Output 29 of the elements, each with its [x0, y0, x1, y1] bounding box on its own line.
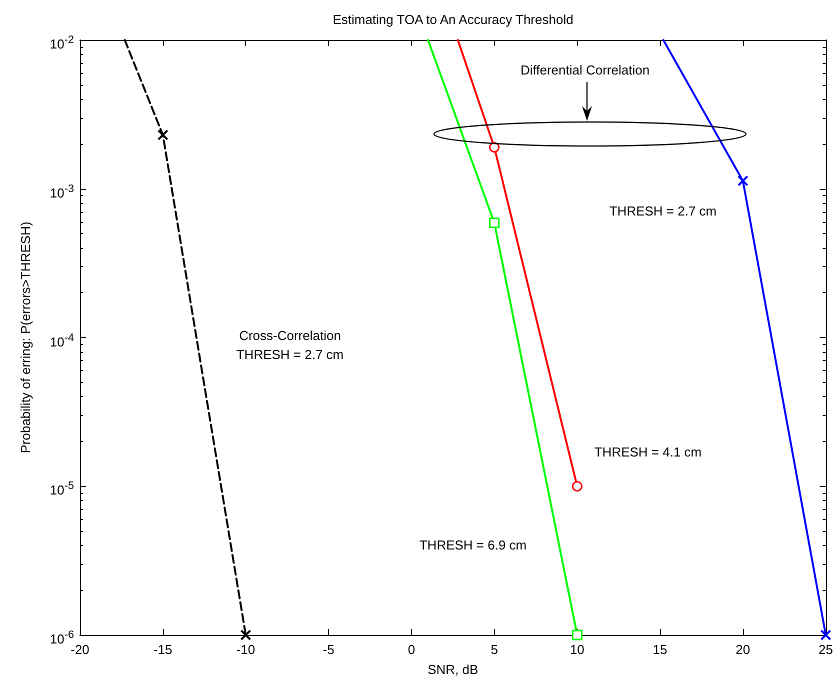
y-tick-label: 10$^{-3}$ — [50, 182, 74, 202]
point — [737, 175, 748, 186]
x-axis-title: SNR, dB — [428, 662, 478, 677]
y-tick-label: 10$^{-5}$ — [50, 479, 74, 500]
text: THRESH = 6.9 cm — [419, 538, 527, 552]
x-tick-label: -5 — [322, 642, 334, 657]
point — [157, 129, 168, 140]
point — [572, 630, 582, 640]
x-tick-label: 25 — [818, 642, 834, 657]
x-tick-label: 15 — [652, 642, 668, 657]
text: THRESH = 2.7 cm — [609, 204, 717, 218]
x-tick-label: 10 — [570, 642, 584, 657]
y-tick-label: 10$^{-4}$ — [50, 330, 74, 351]
x-tick-label: -15 — [153, 642, 172, 657]
y-tick-label: 10$^{-2}$ — [50, 33, 74, 54]
annotation: Differential Correlation — [520, 62, 650, 78]
point — [489, 218, 500, 228]
y-axis-title: Probability of erring: P(errors>THRESH) — [18, 222, 33, 454]
point — [820, 630, 832, 640]
x-tick-label: -10 — [236, 642, 256, 657]
text: Cross-Correlation THRESH = 2.7 cm — [236, 328, 344, 362]
chart-title: Estimating TOA to An Accuracy Threshold — [332, 12, 574, 27]
x-tick-label: 20 — [736, 642, 750, 657]
point — [572, 481, 582, 492]
x-tick-label: 0 — [408, 642, 416, 657]
x-tick-label: 5 — [490, 642, 498, 657]
point — [489, 142, 500, 153]
series-label: THRESH = 4.1 cm — [594, 444, 702, 460]
point — [240, 630, 252, 640]
